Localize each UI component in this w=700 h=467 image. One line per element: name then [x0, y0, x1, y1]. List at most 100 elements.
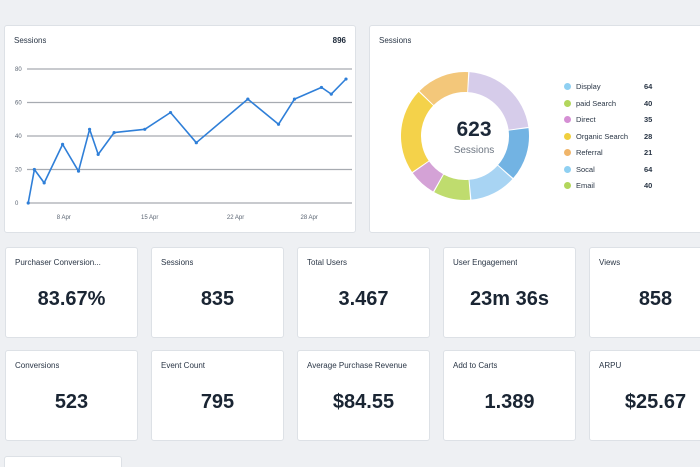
data-point: [329, 92, 333, 96]
sessions-donut-chart: [401, 72, 529, 200]
legend-label: Organic Search: [576, 131, 629, 141]
donut-slice: [468, 72, 529, 130]
donut-slice: [412, 161, 444, 192]
metric-value: 23m 36s: [470, 288, 549, 310]
legend-item: Socal 64: [564, 164, 674, 176]
metric-title: Add to Carts: [453, 361, 498, 370]
legend-swatch: [564, 83, 571, 90]
bottom-card-partial: [4, 456, 122, 467]
metric-card[interactable]: Total Users 3.467: [297, 247, 430, 338]
sessions-series-line: [27, 78, 347, 204]
donut-slice: [419, 72, 469, 106]
donut-legend: Display 64 paid Search 40 Direct 35 Organic Se…: [564, 81, 684, 201]
x-tick-label: 28 Apr: [301, 215, 318, 221]
legend-value: 28: [644, 131, 653, 141]
legend-label: Display: [576, 82, 601, 91]
data-point: [60, 142, 65, 146]
sessions-total-badge: 896: [332, 36, 346, 45]
metric-value: 83.67%: [37, 288, 106, 310]
data-point: [168, 110, 173, 115]
x-tick-label: 8 Apr: [57, 215, 71, 221]
metric-card[interactable]: Add to Carts 1.389: [443, 350, 576, 441]
metric-value: $25.67: [624, 391, 687, 413]
data-point: [87, 127, 92, 131]
metric-value: 835: [200, 288, 235, 310]
data-point: [32, 167, 36, 172]
data-point: [246, 97, 250, 101]
metric-card[interactable]: Purchaser Conversion... 83.67%: [5, 247, 138, 338]
metric-value: $84.55: [332, 391, 395, 413]
donut-slice: [401, 91, 434, 172]
y-tick-label: 20: [15, 168, 22, 174]
x-tick-label: 22 Apr: [227, 215, 244, 221]
legend-label: Referral: [576, 148, 603, 157]
legend-value: 21: [644, 148, 653, 157]
data-point: [344, 77, 348, 81]
metric-card[interactable]: Event Count 795: [151, 350, 284, 441]
legend-value: 64: [644, 82, 653, 91]
legend-swatch: [564, 149, 571, 156]
legend-value: 40: [644, 181, 653, 190]
metric-title: Views: [599, 258, 621, 267]
legend-value: 35: [644, 115, 653, 124]
metric-card[interactable]: Views 858: [589, 247, 700, 338]
legend-item: Email 40: [564, 180, 674, 192]
metric-card[interactable]: Conversions 523: [5, 350, 138, 441]
data-point: [26, 201, 30, 205]
legend-item: Display 64: [564, 81, 674, 93]
donut-slice: [498, 128, 529, 179]
donut-slice: [434, 174, 471, 200]
metric-title: Purchaser Conversion...: [15, 258, 101, 267]
metric-title: Event Count: [161, 361, 206, 370]
data-point: [276, 122, 281, 126]
sessions-donut-card: Sessions 623 Sessions Display 64 paid Sear…: [369, 25, 700, 233]
legend-item: Direct 35: [564, 114, 674, 126]
legend-item: Organic Search 28: [564, 131, 674, 143]
donut-center-value: 623: [456, 118, 492, 141]
card-title: Sessions: [379, 36, 412, 45]
legend-swatch: [564, 165, 571, 173]
legend-swatch: [564, 132, 571, 140]
legend-label: paid Search: [576, 98, 617, 108]
y-tick-label: 0: [15, 201, 19, 207]
y-tick-label: 40: [15, 134, 22, 140]
y-tick-label: 60: [15, 101, 22, 107]
metric-title: ARPU: [599, 361, 622, 370]
data-point: [194, 141, 198, 145]
legend-swatch: [564, 182, 571, 189]
data-point: [112, 131, 116, 135]
legend-swatch: [564, 99, 571, 107]
x-tick-label: 15 Apr: [141, 215, 158, 221]
legend-item: paid Search 40: [564, 98, 674, 110]
metric-card[interactable]: Sessions 835: [151, 247, 284, 338]
metric-title: Average Purchase Revenue: [307, 361, 407, 370]
donut-slice: [469, 165, 513, 200]
metric-value: 858: [638, 288, 673, 310]
metric-value: 1.389: [484, 391, 535, 413]
data-point: [319, 85, 324, 90]
metric-title: Conversions: [15, 361, 60, 370]
sessions-line-card: Sessions 896 0 20 40 60 80 8 Apr 15 Apr 22 Apr 2…: [4, 25, 356, 233]
metric-title: User Engagement: [453, 258, 518, 267]
donut-center-label: Sessions: [453, 145, 495, 156]
metric-card[interactable]: User Engagement 23m 36s: [443, 247, 576, 338]
metric-title: Total Users: [307, 258, 348, 267]
data-point: [76, 169, 81, 173]
metric-value: 795: [200, 391, 235, 413]
donut-center: 623 Sessions: [424, 118, 524, 162]
metric-value: 3.467: [338, 288, 389, 310]
data-point: [42, 181, 46, 185]
metric-card[interactable]: ARPU $25.67: [589, 350, 700, 441]
legend-item: Referral 21: [564, 147, 674, 159]
legend-swatch: [564, 116, 571, 123]
metric-title: Sessions: [161, 258, 194, 267]
legend-value: 40: [644, 98, 653, 108]
legend-label: Email: [576, 181, 595, 190]
sessions-line-chart: 0 20 40 60 80 8 Apr 15 Apr 22 Apr 28 Apr: [15, 67, 352, 221]
metric-card[interactable]: Average Purchase Revenue $84.55: [297, 350, 430, 441]
legend-label: Direct: [576, 115, 596, 124]
data-point: [292, 97, 297, 101]
y-tick-label: 80: [15, 67, 22, 73]
metric-value: 523: [54, 391, 89, 413]
data-point: [143, 127, 147, 131]
